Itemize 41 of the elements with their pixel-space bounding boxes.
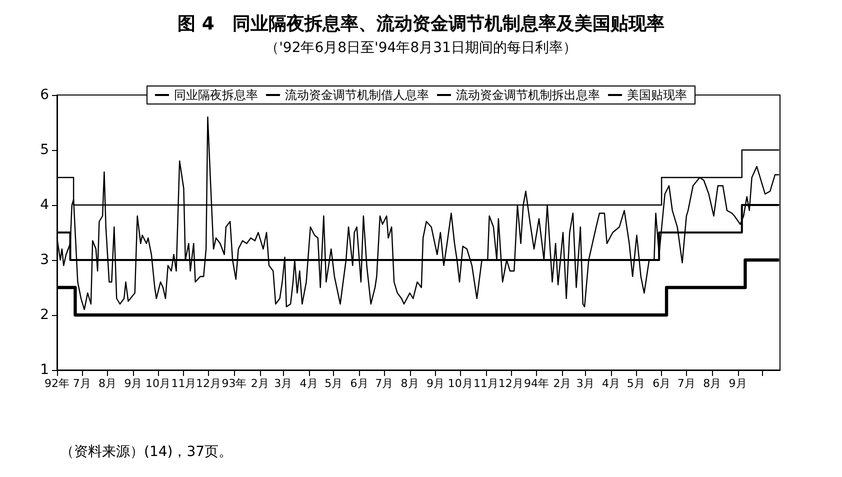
x-tick-label: 8月 bbox=[703, 377, 722, 390]
y-tick-label: 1 bbox=[40, 362, 49, 378]
y-tick-label: 2 bbox=[40, 307, 49, 323]
x-tick-label: 93年 bbox=[222, 377, 247, 390]
x-tick-label: 94年 bbox=[524, 377, 550, 390]
x-tick-label: 3月 bbox=[274, 377, 292, 390]
x-tick-label: 12月 bbox=[196, 377, 222, 390]
legend-label: 同业隔夜拆息率 bbox=[174, 88, 258, 102]
x-tick-label: 4月 bbox=[602, 377, 620, 390]
x-tick-label: 9月 bbox=[426, 377, 444, 390]
x-tick-label: 10月 bbox=[448, 377, 473, 390]
x-tick-label: 8月 bbox=[400, 377, 419, 390]
legend-label: 美国贴现率 bbox=[627, 88, 687, 102]
x-tick-label: 92年 bbox=[44, 377, 70, 390]
x-tick-label: 7月 bbox=[72, 377, 91, 390]
x-tick-label: 7月 bbox=[677, 377, 696, 390]
chart-subtitle: （'92年6月8日至'94年8月31日期间的每日利率） bbox=[265, 40, 577, 56]
x-tick-label: 8月 bbox=[98, 377, 117, 390]
x-tick-label: 6月 bbox=[350, 377, 368, 390]
x-tick-label: 11月 bbox=[171, 377, 196, 390]
x-tick-label: 6月 bbox=[652, 377, 671, 390]
x-tick-label: 5月 bbox=[324, 377, 343, 390]
x-tick-label: 9月 bbox=[124, 377, 142, 390]
text: （资料来源）(14)，37页。 bbox=[60, 444, 233, 460]
y-tick-label: 3 bbox=[40, 252, 49, 268]
chart-title: 图 4 同业隔夜拆息率、流动资金调节机制息率及美国贴现率 bbox=[178, 14, 664, 34]
x-tick-label: 11月 bbox=[473, 377, 498, 390]
y-tick-label: 6 bbox=[40, 87, 50, 103]
x-tick-label: 2月 bbox=[250, 377, 269, 390]
x-tick-label: 3月 bbox=[576, 377, 594, 390]
x-tick-label: 9月 bbox=[728, 377, 747, 390]
legend-label: 流动资金调节机制拆出息率 bbox=[456, 88, 600, 102]
x-tick-label: 12月 bbox=[498, 377, 524, 390]
legend-label: 流动资金调节机制借人息率 bbox=[285, 88, 429, 102]
x-tick-label: 10月 bbox=[146, 377, 171, 390]
y-tick-label: 4 bbox=[40, 197, 50, 213]
y-tick-label: 5 bbox=[40, 142, 49, 158]
x-tick-label: 7月 bbox=[375, 377, 394, 390]
x-tick-label: 2月 bbox=[553, 377, 572, 390]
x-tick-label: 5月 bbox=[626, 377, 645, 390]
x-tick-label: 4月 bbox=[300, 377, 318, 390]
